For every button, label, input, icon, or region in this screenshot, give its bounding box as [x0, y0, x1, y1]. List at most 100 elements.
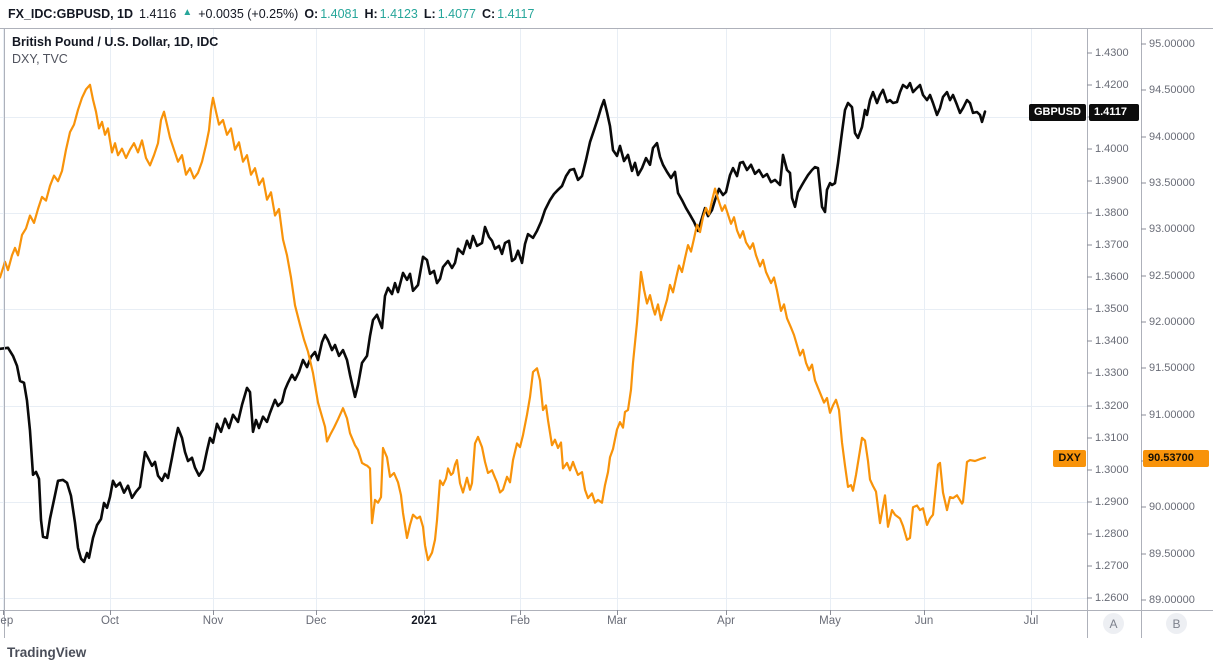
gbp-axis-tick-mark — [1087, 597, 1092, 599]
open-value: O: 1.4081 — [304, 6, 359, 21]
dxy-axis-tick-mark — [1141, 182, 1146, 184]
dxy-axis-tick-label: 92.00000 — [1149, 316, 1195, 328]
gbp-axis-tick-mark — [1087, 308, 1092, 310]
dxy-axis-tick-mark — [1141, 553, 1146, 555]
gbp-axis-tick-label: 1.4000 — [1095, 143, 1129, 156]
month-label: Dec — [305, 615, 327, 627]
month-tick-mark — [3, 610, 4, 615]
dxy-axis-tick-label: 93.00000 — [1149, 223, 1195, 236]
month-label: Nov — [202, 615, 224, 627]
month-tick-mark — [316, 610, 317, 615]
dxy-axis-tick-mark — [1141, 43, 1146, 45]
axis-b-button[interactable]: B — [1166, 613, 1187, 634]
dxy-axis-separator — [1141, 28, 1142, 638]
gbp-axis-tick-mark — [1087, 372, 1092, 374]
month-tick-mark — [1031, 610, 1032, 615]
dxy-axis-tick-mark — [1141, 321, 1146, 323]
month-label: Oct — [101, 615, 119, 627]
month-tick-mark — [617, 610, 618, 615]
dxy-axis-tick-mark — [1141, 136, 1146, 138]
gbp-axis-tick-mark — [1087, 501, 1092, 503]
gbp-axis-tick-label: 1.4200 — [1095, 79, 1129, 92]
dxy-series-badge: DXY — [1053, 450, 1086, 467]
tradingview-wordmark[interactable]: TradingView — [7, 645, 87, 660]
gbp-axis-separator — [1087, 28, 1088, 638]
gbp-axis-tick-mark — [1087, 437, 1092, 439]
dxy-axis-tick-mark — [1141, 414, 1146, 416]
dxy-axis-tick-mark — [1141, 367, 1146, 369]
gbp-axis-tick-mark — [1087, 533, 1092, 535]
gbp-axis-tick-label: 1.3700 — [1095, 239, 1129, 252]
gbp-axis-tick-label: 1.4300 — [1095, 46, 1129, 59]
dxy-axis-tick-label: 94.00000 — [1149, 130, 1195, 143]
legend-compare-series[interactable]: DXY, TVC — [12, 52, 68, 66]
gbp-axis-tick-label: 1.2900 — [1095, 495, 1129, 508]
month-tick-mark — [830, 610, 831, 615]
dxy-axis-tick-label: 91.50000 — [1149, 362, 1195, 375]
dxy-axis-tick-mark — [1141, 599, 1146, 601]
month-tick-mark — [110, 610, 111, 615]
price-change: +0.0035 (+0.25%) — [198, 6, 299, 21]
gbp-axis-tick-mark — [1087, 84, 1092, 86]
dxy-axis-tick-label: 92.50000 — [1149, 269, 1195, 282]
gbp-axis-tick-label: 1.3500 — [1095, 303, 1129, 316]
close-value: C: 1.4117 — [481, 6, 535, 21]
symbol-info-bar: FX_IDC:GBPUSD, 1D 1.4116 ▲ +0.0035 (+0.2… — [0, 0, 1213, 27]
gbp-axis-tick-label: 1.3200 — [1095, 399, 1129, 412]
up-arrow-icon: ▲ — [182, 7, 193, 18]
dxy-axis-price-badge: 90.53700 — [1143, 450, 1209, 467]
month-label: Sep — [0, 615, 14, 627]
gbp-axis-tick-label: 1.3100 — [1095, 431, 1129, 444]
gbp-axis-tick-mark — [1087, 148, 1092, 150]
pane-top-border — [0, 28, 1213, 29]
dxy-axis-tick-mark — [1141, 228, 1146, 230]
month-label: 2021 — [411, 615, 437, 627]
legend-main-series[interactable]: British Pound / U.S. Dollar, 1D, IDC — [12, 35, 219, 49]
gbpusd-axis-price-badge: 1.4117 — [1089, 104, 1139, 121]
month-label: Mar — [607, 615, 627, 627]
chart-legend: British Pound / U.S. Dollar, 1D, IDC DXY… — [12, 34, 218, 68]
pane-left-border — [4, 28, 5, 638]
chart-pane[interactable] — [0, 28, 1087, 610]
gbp-axis-tick-mark — [1087, 180, 1092, 182]
month-tick-mark — [924, 610, 925, 615]
gbp-axis-tick-mark — [1087, 405, 1092, 407]
gbp-axis-tick-label: 1.3600 — [1095, 271, 1129, 284]
month-label: May — [819, 615, 841, 627]
dxy-axis-tick-label: 89.50000 — [1149, 547, 1195, 560]
dxy-axis-tick-label: 93.50000 — [1149, 177, 1195, 190]
low-value: L: 1.4077 — [423, 6, 476, 21]
month-tick-mark — [520, 610, 521, 615]
gbp-axis-tick-label: 1.3900 — [1095, 175, 1129, 188]
gbp-axis-tick-mark — [1087, 565, 1092, 567]
brand-bar: TradingView — [0, 638, 1213, 667]
gbp-axis-tick-label: 1.2800 — [1095, 527, 1129, 540]
dxy-axis-tick-mark — [1141, 89, 1146, 91]
dxy-axis-tick-mark — [1141, 506, 1146, 508]
gbp-axis-tick-label: 1.2600 — [1095, 591, 1129, 604]
last-price: 1.4116 — [139, 6, 177, 21]
axis-a-button[interactable]: A — [1103, 613, 1124, 634]
gbp-axis-tick-label: 1.3800 — [1095, 207, 1129, 220]
month-label: Apr — [717, 615, 735, 627]
high-value: H: 1.4123 — [364, 6, 418, 21]
month-label: Feb — [510, 615, 530, 627]
time-axis-top-border — [0, 610, 1213, 611]
gbp-axis-tick-mark — [1087, 276, 1092, 278]
month-tick-mark — [726, 610, 727, 615]
gbp-axis-tick-label: 1.3300 — [1095, 367, 1129, 380]
month-label: Jul — [1023, 615, 1039, 627]
dxy-axis-tick-label: 90.00000 — [1149, 501, 1195, 514]
dxy-axis-tick-label: 95.00000 — [1149, 38, 1195, 51]
dxy-axis-tick-label: 89.00000 — [1149, 593, 1195, 606]
symbol-name[interactable]: FX_IDC:GBPUSD, 1D — [8, 6, 134, 21]
gbpusd-series-badge: GBPUSD — [1028, 104, 1086, 121]
gbp-axis-tick-mark — [1087, 244, 1092, 246]
gbp-axis-tick-mark — [1087, 469, 1092, 471]
dxy-axis-tick-label: 91.00000 — [1149, 408, 1195, 421]
dxy-axis-tick-mark — [1141, 275, 1146, 277]
gbp-axis-tick-mark — [1087, 212, 1092, 214]
gbp-axis-tick-label: 1.3400 — [1095, 335, 1129, 348]
dxy-axis-tick-label: 94.50000 — [1149, 84, 1195, 97]
